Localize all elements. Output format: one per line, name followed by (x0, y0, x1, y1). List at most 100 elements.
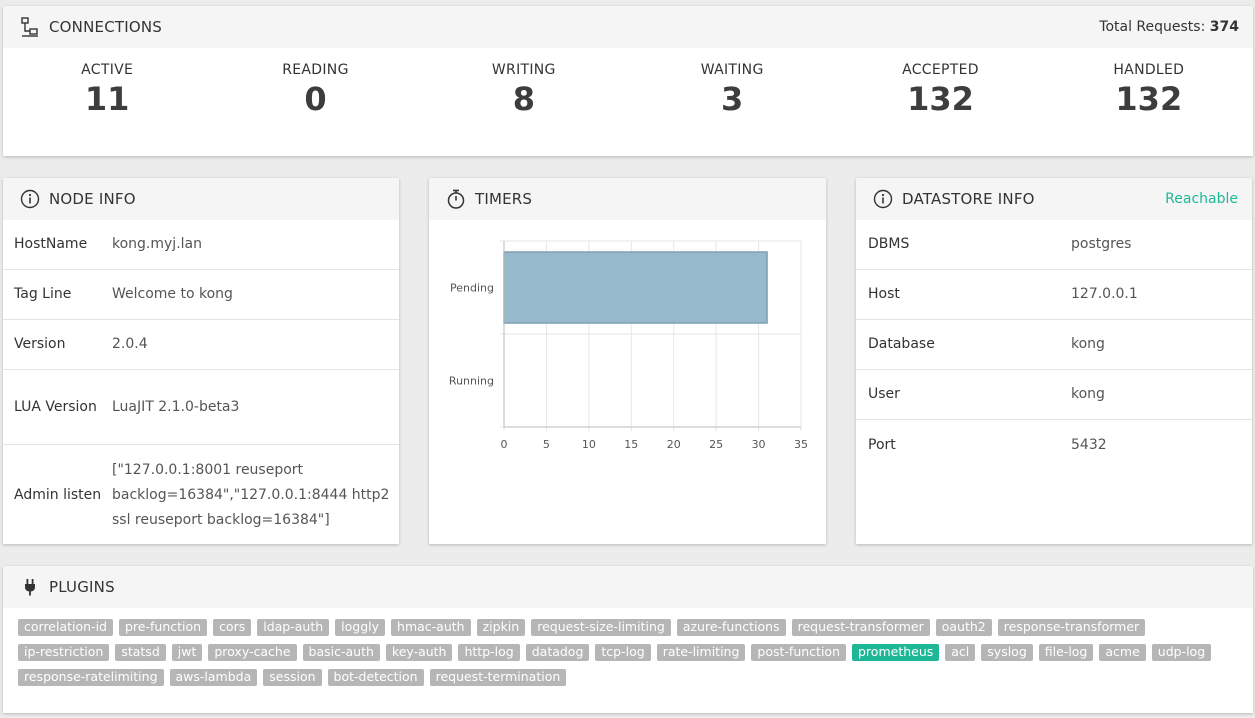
plugin-tag-hmac-auth[interactable]: hmac-auth (391, 619, 471, 636)
plugins-card: PLUGINS correlation-id pre-function cors ld… (3, 566, 1253, 713)
datastore-status: Reachable (1165, 191, 1238, 207)
node-info-title: NODE INFO (49, 190, 136, 208)
plugin-tag-cors[interactable]: cors (213, 619, 252, 636)
info-key: DBMS (868, 236, 910, 252)
plugin-tag-acl[interactable]: acl (945, 644, 976, 661)
info-key: Version (14, 336, 66, 352)
info-key: Database (868, 336, 935, 352)
info-key: LUA Version (14, 398, 97, 415)
total-requests-value: 374 (1209, 19, 1239, 35)
stopwatch-icon (445, 188, 467, 210)
total-requests-label: Total Requests: (1099, 19, 1206, 35)
node-info-row: LUA Version LuaJIT 2.1.0-beta3 (3, 370, 399, 445)
info-value: postgres (1071, 236, 1132, 252)
plugin-tag-session[interactable]: session (263, 669, 322, 686)
y-category-label: Pending (450, 282, 494, 295)
connections-header: CONNECTIONS Total Requests: 374 (3, 6, 1253, 48)
plugin-tag-prometheus[interactable]: prometheus (852, 644, 940, 661)
stat-value: 0 (304, 80, 327, 118)
bar-pending (503, 251, 768, 324)
info-key: Admin listen (14, 486, 102, 503)
timers-card: TIMERS 0 5 10 15 20 25 30 35 Pending Running (429, 178, 826, 544)
plugin-tag-request-termination[interactable]: request-termination (429, 669, 567, 686)
timers-chart: 0 5 10 15 20 25 30 35 Pending Running (449, 240, 808, 451)
x-tick-label: 30 (752, 438, 766, 451)
plugin-tag-post-function[interactable]: post-function (751, 644, 846, 661)
node-info-header: NODE INFO (3, 178, 399, 220)
stat-label: WAITING (700, 62, 764, 78)
plugin-tag-ip-restriction[interactable]: ip-restriction (18, 644, 110, 661)
info-icon (19, 188, 41, 210)
info-value: kong (1071, 336, 1105, 352)
stat-waiting: WAITING 3 (628, 62, 836, 118)
stat-value: 8 (512, 80, 535, 118)
x-tick-label: 20 (667, 438, 681, 451)
info-value: 2.0.4 (112, 336, 148, 352)
plugin-tag-rate-limiting[interactable]: rate-limiting (656, 644, 746, 661)
plugin-tag-acme[interactable]: acme (1099, 644, 1146, 661)
plugin-tag-ldap-auth[interactable]: ldap-auth (257, 619, 330, 636)
datastore-info-table: DBMS postgres Host 127.0.0.1 Database kong Use… (856, 220, 1252, 470)
total-requests: Total Requests: 374 (1099, 19, 1239, 35)
plugin-tag-oauth2[interactable]: oauth2 (935, 619, 992, 636)
connection-stats: ACTIVE 11 READING 0 WRITING 8 WAITING 3 ACCEPTED… (3, 48, 1253, 118)
plugin-tag-azure-functions[interactable]: azure-functions (676, 619, 786, 636)
network-icon (19, 16, 41, 38)
plugin-tag-bot-detection[interactable]: bot-detection (327, 669, 424, 686)
stat-value: 11 (84, 80, 130, 118)
node-info-card: NODE INFO HostName kong.myj.lan Tag Line We… (3, 178, 399, 544)
info-value: kong (1071, 386, 1105, 402)
stat-label: ACCEPTED (902, 62, 979, 78)
plugin-tag-response-transformer[interactable]: response-transformer (997, 619, 1146, 636)
stat-label: ACTIVE (81, 62, 134, 78)
x-tick-label: 10 (582, 438, 596, 451)
node-info-row: HostName kong.myj.lan (3, 220, 399, 270)
info-icon (872, 188, 894, 210)
plugin-tag-key-auth[interactable]: key-auth (385, 644, 453, 661)
plugin-tag-zipkin[interactable]: zipkin (476, 619, 526, 636)
stat-writing: WRITING 8 (420, 62, 628, 118)
x-tick-label: 25 (709, 438, 723, 451)
stat-reading: READING 0 (211, 62, 419, 118)
x-tick-label: 0 (501, 438, 508, 451)
plugin-tag-request-size-limiting[interactable]: request-size-limiting (531, 619, 671, 636)
plugin-tag-request-transformer[interactable]: request-transformer (791, 619, 930, 636)
plugin-tag-correlation-id[interactable]: correlation-id (18, 619, 113, 636)
node-info-row: Version 2.0.4 (3, 320, 399, 370)
datastore-info-title: DATASTORE INFO (902, 190, 1035, 208)
plugin-tag-http-log[interactable]: http-log (458, 644, 520, 661)
x-tick-label: 35 (794, 438, 808, 451)
info-value: ["127.0.0.1:8001 reuseport backlog=16384… (112, 461, 390, 528)
plugins-title: PLUGINS (49, 578, 115, 596)
info-value: LuaJIT 2.1.0-beta3 (112, 398, 240, 415)
info-key: Host (868, 286, 900, 302)
plugin-tag-udp-log[interactable]: udp-log (1151, 644, 1212, 661)
info-value: 127.0.0.1 (1071, 286, 1138, 302)
plugin-tag-syslog[interactable]: syslog (981, 644, 1033, 661)
plugin-tag-response-ratelimiting[interactable]: response-ratelimiting (18, 669, 164, 686)
datastore-info-header: DATASTORE INFO Reachable (856, 178, 1252, 220)
plugin-tag-basic-auth[interactable]: basic-auth (302, 644, 380, 661)
stat-accepted: ACCEPTED 132 (836, 62, 1044, 118)
stat-label: WRITING (491, 62, 556, 78)
plugin-tag-tcp-log[interactable]: tcp-log (595, 644, 651, 661)
plugin-tag-file-log[interactable]: file-log (1038, 644, 1094, 661)
plugin-tag-datadog[interactable]: datadog (525, 644, 590, 661)
plugin-tag-aws-lambda[interactable]: aws-lambda (169, 669, 258, 686)
info-value: 5432 (1071, 436, 1107, 453)
timers-header: TIMERS (429, 178, 826, 220)
datastore-info-row: User kong (856, 370, 1252, 420)
plugin-tag-jwt[interactable]: jwt (171, 644, 203, 661)
plugin-tag-pre-function[interactable]: pre-function (119, 619, 208, 636)
plugin-tag-proxy-cache[interactable]: proxy-cache (208, 644, 297, 661)
timers-title: TIMERS (475, 190, 533, 208)
stat-value: 132 (1115, 80, 1183, 118)
plugin-tag-loggly[interactable]: loggly (335, 619, 386, 636)
x-tick-label: 15 (624, 438, 638, 451)
node-info-row: Admin listen ["127.0.0.1:8001 reuseport b… (3, 445, 399, 545)
datastore-info-row: DBMS postgres (856, 220, 1252, 270)
plugin-tag-statsd[interactable]: statsd (115, 644, 166, 661)
y-category-label: Running (449, 375, 494, 388)
connections-title: CONNECTIONS (49, 18, 163, 36)
info-key: Port (868, 436, 896, 453)
